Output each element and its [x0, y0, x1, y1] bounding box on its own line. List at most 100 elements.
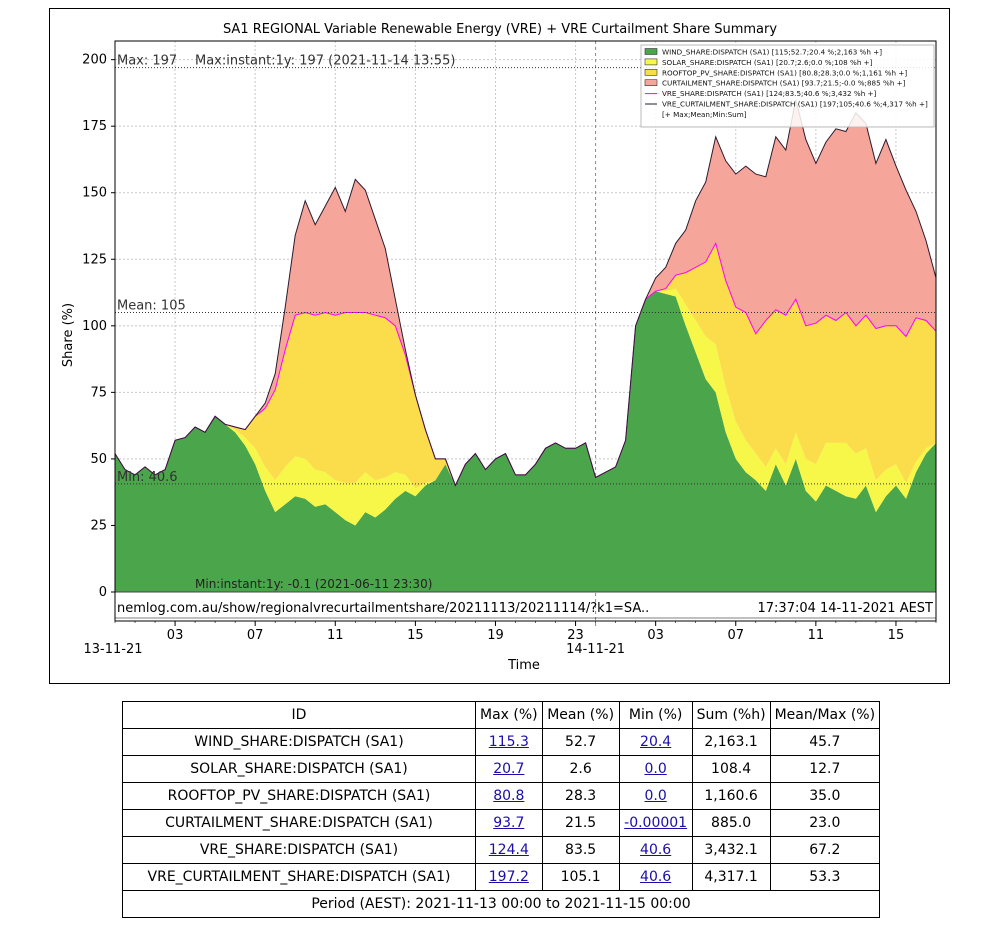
- min-link[interactable]: 40.6: [640, 869, 672, 885]
- table-row: SOLAR_SHARE:DISPATCH (SA1) 20.7 2.6 0.0 …: [122, 755, 881, 783]
- legend-extra: [+ Max;Mean;Min:Sum]: [662, 110, 747, 119]
- date-label: 14-11-21: [566, 642, 625, 657]
- row-id: CURTAILMENT_SHARE:DISPATCH (SA1): [122, 809, 476, 837]
- ref-label-mean: Mean: 105: [117, 299, 186, 314]
- cell-min: -0.00001: [618, 809, 693, 837]
- cell-mean-max: 53.3: [769, 863, 881, 891]
- x-tick-label: 07: [247, 628, 264, 643]
- table-header-row: ID Max (%) Mean (%) Min (%) Sum (%h) Mea…: [122, 701, 881, 729]
- cell-mean-max: 45.7: [769, 728, 881, 756]
- cell-min: 40.6: [618, 836, 693, 864]
- chart-frame: SA1 REGIONAL Variable Renewable Energy (…: [49, 8, 950, 684]
- y-tick-label: 50: [90, 452, 107, 467]
- cell-min: 40.6: [618, 863, 693, 891]
- legend-swatch: [644, 79, 658, 86]
- x-tick-label: 15: [407, 628, 424, 643]
- row-id: ROOFTOP_PV_SHARE:DISPATCH (SA1): [122, 782, 476, 810]
- legend-swatch: [644, 58, 658, 66]
- x-tick-label: 11: [327, 628, 344, 643]
- cell-sum: 885.0: [691, 809, 771, 837]
- max-link[interactable]: 115.3: [488, 734, 529, 750]
- y-tick-label: 25: [90, 518, 107, 533]
- x-tick-label: 19: [487, 628, 504, 643]
- area-curtailment-share: [115, 99, 936, 486]
- stats-table: ID Max (%) Mean (%) Min (%) Sum (%h) Mea…: [121, 701, 881, 918]
- cell-mean-max: 12.7: [769, 755, 881, 783]
- row-id: VRE_SHARE:DISPATCH (SA1): [122, 836, 476, 864]
- cell-max: 93.7: [475, 809, 543, 837]
- cell-max: 20.7: [475, 755, 543, 783]
- y-tick-label: 100: [82, 319, 107, 334]
- cell-sum: 2,163.1: [691, 728, 771, 756]
- legend-entry: VRE_SHARE:DISPATCH (SA1) [124;83.5;40.6 …: [662, 89, 877, 98]
- timestamp-text: 17:37:04 14-11-2021 AEST: [758, 601, 934, 616]
- row-id: VRE_CURTAILMENT_SHARE:DISPATCH (SA1): [122, 863, 476, 891]
- cell-mean: 52.7: [541, 728, 620, 756]
- header-mean: Mean (%): [541, 701, 620, 729]
- cell-sum: 4,317.1: [691, 863, 771, 891]
- legend-entry: WIND_SHARE:DISPATCH (SA1) [115;52.7;20.4…: [662, 48, 882, 57]
- plot-area: Max: 197 Max:instant:1y: 197 (2021-11-14 …: [82, 40, 937, 657]
- legend-entry: VRE_CURTAILMENT_SHARE:DISPATCH (SA1) [19…: [662, 100, 928, 109]
- header-sum: Sum (%h): [691, 701, 771, 729]
- cell-mean: 2.6: [541, 755, 620, 783]
- cell-mean: 105.1: [541, 863, 620, 891]
- y-tick-label: 125: [82, 252, 107, 267]
- y-tick-label: 150: [82, 186, 107, 201]
- min-link[interactable]: 0.0: [644, 788, 667, 804]
- x-tick-label: 11: [808, 628, 825, 643]
- max-link[interactable]: 124.4: [488, 842, 529, 858]
- x-axis-label: Time: [507, 658, 540, 673]
- cell-sum: 1,160.6: [691, 782, 771, 810]
- legend-swatch: [644, 48, 658, 55]
- ref-label-max: Max: 197: [117, 54, 177, 69]
- min-link[interactable]: 20.4: [640, 734, 672, 750]
- cell-mean-max: 67.2: [769, 836, 881, 864]
- cell-mean: 28.3: [541, 782, 620, 810]
- header-min: Min (%): [618, 701, 693, 729]
- table-row: CURTAILMENT_SHARE:DISPATCH (SA1) 93.7 21…: [122, 809, 881, 837]
- cell-min: 0.0: [618, 782, 693, 810]
- legend-swatch: [644, 68, 658, 76]
- x-tick-label: 15: [888, 628, 905, 643]
- chart-title: SA1 REGIONAL Variable Renewable Energy (…: [223, 22, 777, 37]
- header-mean-max: Mean/Max (%): [769, 701, 881, 729]
- cell-max: 124.4: [475, 836, 543, 864]
- min-link[interactable]: 0.0: [644, 761, 667, 777]
- x-tick-label: 03: [647, 628, 664, 643]
- table-row: ROOFTOP_PV_SHARE:DISPATCH (SA1) 80.8 28.…: [122, 782, 881, 810]
- min-link[interactable]: 40.6: [640, 842, 672, 858]
- cell-mean-max: 35.0: [769, 782, 881, 810]
- cell-mean: 83.5: [541, 836, 620, 864]
- row-id: SOLAR_SHARE:DISPATCH (SA1): [122, 755, 476, 783]
- legend-entry: SOLAR_SHARE:DISPATCH (SA1) [20.7;2.6;0.0…: [662, 58, 873, 67]
- legend-box: [640, 44, 935, 128]
- area-wind-share: [115, 291, 936, 592]
- plot-frame: [114, 40, 937, 622]
- min-link[interactable]: -0.00001: [624, 815, 688, 831]
- cell-min: 0.0: [618, 755, 693, 783]
- cell-max: 80.8: [475, 782, 543, 810]
- table-row: WIND_SHARE:DISPATCH (SA1) 115.3 52.7 20.…: [122, 728, 881, 756]
- y-tick-label: 200: [82, 53, 107, 68]
- legend-entry: CURTAILMENT_SHARE:DISPATCH (SA1) [93.7;2…: [662, 79, 906, 88]
- max-link[interactable]: 197.2: [488, 869, 529, 885]
- x-tick-label: 07: [727, 628, 744, 643]
- cell-max: 197.2: [475, 863, 543, 891]
- ref-extra-max: Max:instant:1y: 197 (2021-11-14 13:55): [195, 54, 455, 69]
- y-tick-label: 0: [99, 585, 107, 600]
- max-link[interactable]: 80.8: [493, 788, 525, 804]
- max-link[interactable]: 93.7: [493, 815, 525, 831]
- y-tick-label: 75: [90, 385, 107, 400]
- cell-max: 115.3: [475, 728, 543, 756]
- min-instant-label: Min:instant:1y: -0.1 (2021-06-11 23:30): [195, 577, 432, 591]
- cell-min: 20.4: [618, 728, 693, 756]
- y-tick-label: 175: [82, 119, 107, 134]
- x-tick-label: 03: [167, 628, 184, 643]
- row-id: WIND_SHARE:DISPATCH (SA1): [122, 728, 476, 756]
- legend-entry: ROOFTOP_PV_SHARE:DISPATCH (SA1) [80.8;28…: [662, 68, 907, 77]
- cell-mean-max: 23.0: [769, 809, 881, 837]
- max-link[interactable]: 20.7: [493, 761, 525, 777]
- cell-sum: 108.4: [691, 755, 771, 783]
- ref-label-min: Min: 40.6: [117, 470, 178, 485]
